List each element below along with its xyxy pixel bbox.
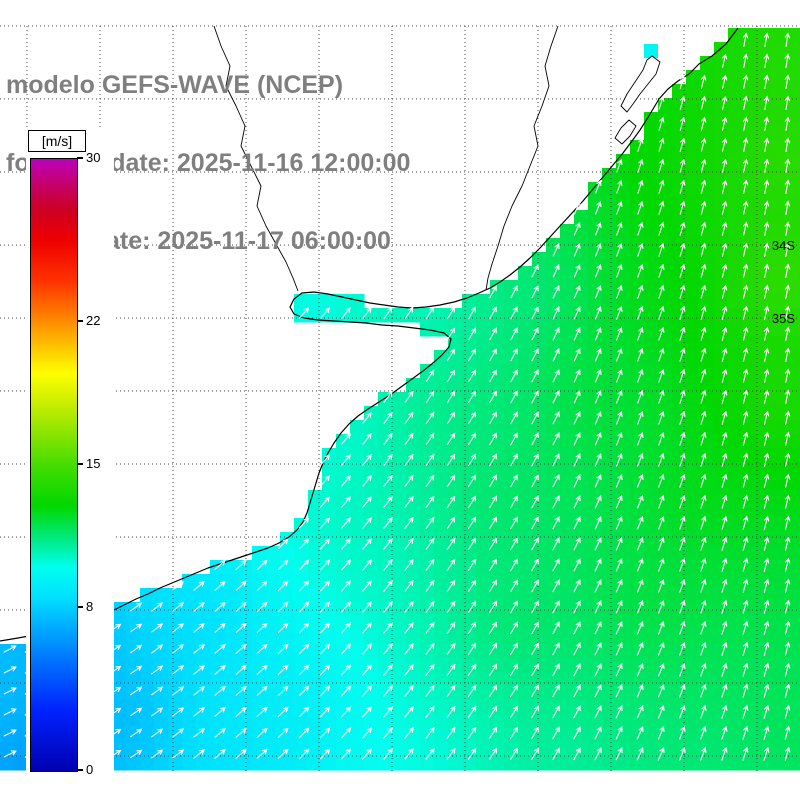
- colorbar-tick-label: 0: [86, 762, 94, 777]
- colorbar-tick-label: 22: [86, 313, 101, 329]
- colorbar-tick-mark: [77, 320, 83, 323]
- colorbar-tick-mark: [77, 605, 83, 608]
- colorbar-tick-label: 8: [86, 598, 94, 614]
- colorbar-tick-label: 15: [86, 456, 101, 471]
- colorbar-gradient: [30, 158, 78, 772]
- colorbar-tick-mark: [77, 157, 83, 159]
- colorbar-legend: [m/s] 30 22 15 8 0: [26, 128, 114, 794]
- colorbar-tick-mark: [77, 769, 83, 771]
- colorbar-tick-label: 30: [86, 150, 101, 165]
- lat-label: 35S: [771, 311, 795, 326]
- coastline: [0, 25, 739, 642]
- model-title: modelo GEFS-WAVE (NCEP): [6, 71, 344, 99]
- lat-label: 34S: [771, 238, 795, 253]
- colorbar-tick-mark: [77, 463, 83, 465]
- colorbar-unit-label: [m/s]: [28, 130, 86, 152]
- wind-direction-arrows: [3, 32, 791, 761]
